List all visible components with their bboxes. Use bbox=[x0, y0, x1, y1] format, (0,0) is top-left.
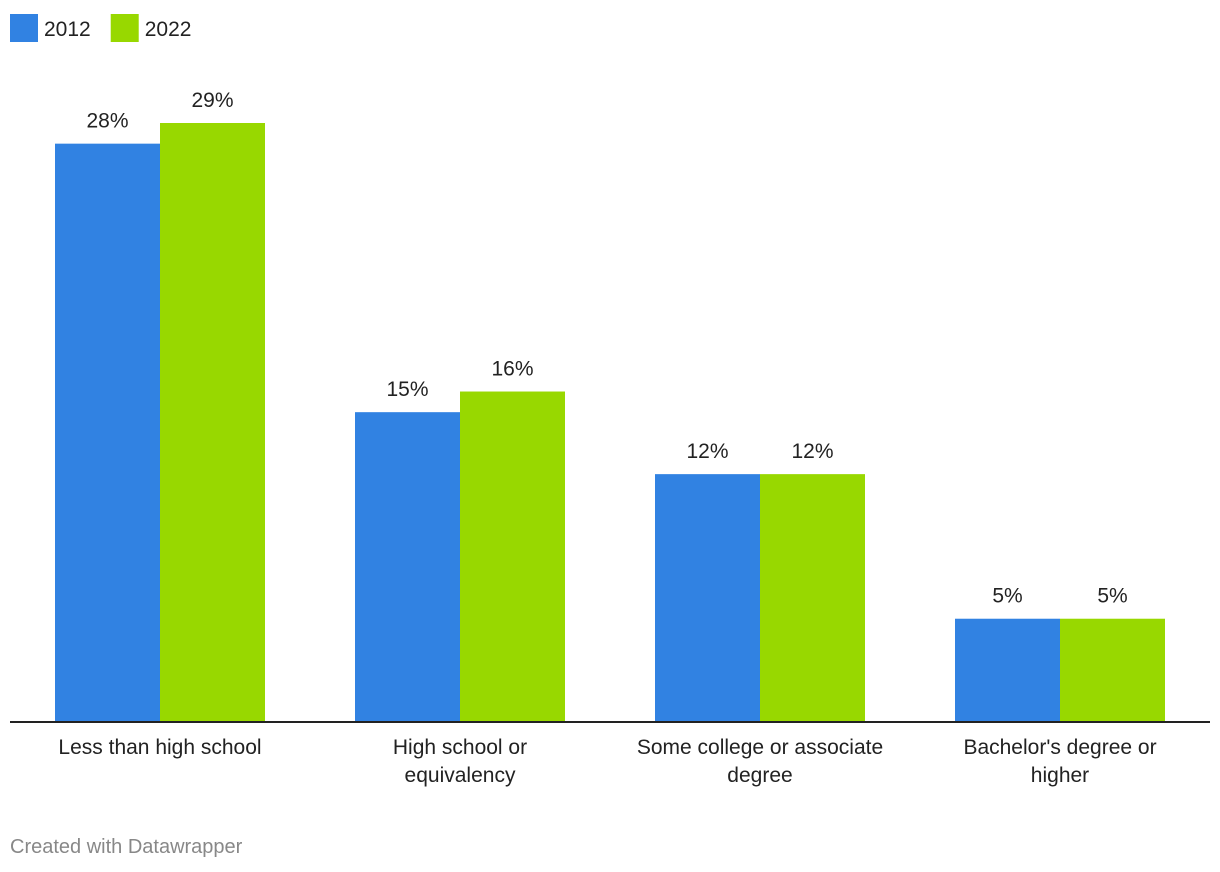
legend-swatch bbox=[110, 14, 139, 42]
x-tick-label: Less than high school bbox=[58, 736, 262, 759]
value-label: 12% bbox=[686, 440, 728, 463]
value-label: 29% bbox=[191, 89, 233, 112]
bar bbox=[355, 412, 460, 722]
bar bbox=[160, 123, 265, 722]
legend-label: 2022 bbox=[145, 18, 192, 41]
legend-label: 2012 bbox=[44, 18, 91, 41]
value-label: 5% bbox=[992, 585, 1022, 608]
footer: Created with Datawrapper bbox=[10, 836, 243, 858]
bar bbox=[760, 474, 865, 722]
x-tick-label: Some college or associate degree bbox=[636, 736, 884, 787]
value-label: 5% bbox=[1097, 585, 1127, 608]
value-label: 15% bbox=[386, 378, 428, 401]
x-tick-label: Bachelor's degree or higher bbox=[963, 736, 1157, 787]
bar bbox=[655, 474, 760, 722]
bar bbox=[55, 143, 160, 723]
value-label: 16% bbox=[491, 358, 533, 381]
value-label: 28% bbox=[86, 110, 128, 133]
bar bbox=[460, 391, 565, 722]
legend-swatch bbox=[10, 14, 38, 42]
bar bbox=[955, 618, 1060, 722]
x-tick-label: High school or equivalency bbox=[392, 736, 528, 787]
bar bbox=[1060, 618, 1165, 722]
value-label: 12% bbox=[791, 440, 833, 463]
